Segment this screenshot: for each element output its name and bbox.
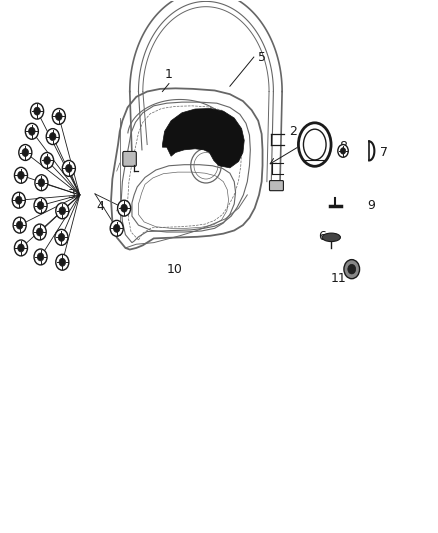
Circle shape xyxy=(344,260,360,279)
FancyBboxPatch shape xyxy=(269,181,283,191)
Circle shape xyxy=(56,203,69,219)
Text: 4: 4 xyxy=(96,200,104,213)
Circle shape xyxy=(113,224,120,232)
Text: 11: 11 xyxy=(331,272,346,285)
Circle shape xyxy=(49,133,56,141)
Circle shape xyxy=(22,149,28,157)
Circle shape xyxy=(110,220,123,236)
Text: 3: 3 xyxy=(67,189,74,201)
Text: 9: 9 xyxy=(367,199,375,212)
Circle shape xyxy=(56,254,69,270)
Circle shape xyxy=(46,128,59,144)
Circle shape xyxy=(18,171,24,179)
Circle shape xyxy=(19,144,32,160)
Text: 8: 8 xyxy=(339,140,347,152)
Polygon shape xyxy=(162,109,244,168)
Circle shape xyxy=(55,229,68,245)
Circle shape xyxy=(37,201,44,209)
Text: 7: 7 xyxy=(380,146,388,159)
Circle shape xyxy=(36,228,43,236)
Circle shape xyxy=(37,253,44,261)
Circle shape xyxy=(28,127,35,135)
Circle shape xyxy=(66,165,72,172)
Circle shape xyxy=(117,200,131,216)
Circle shape xyxy=(34,198,47,214)
Circle shape xyxy=(121,204,127,212)
Circle shape xyxy=(14,240,28,256)
Circle shape xyxy=(56,112,62,120)
Text: 10: 10 xyxy=(167,263,183,276)
Text: 5: 5 xyxy=(258,51,266,63)
Circle shape xyxy=(34,249,47,265)
Circle shape xyxy=(14,167,28,183)
Ellipse shape xyxy=(322,233,340,241)
Circle shape xyxy=(38,179,45,187)
FancyBboxPatch shape xyxy=(123,151,136,166)
Circle shape xyxy=(340,148,346,154)
Circle shape xyxy=(59,207,66,215)
Circle shape xyxy=(58,233,65,241)
Circle shape xyxy=(15,196,22,204)
Circle shape xyxy=(18,244,24,252)
Circle shape xyxy=(34,107,40,115)
Circle shape xyxy=(31,103,44,119)
Circle shape xyxy=(13,217,26,233)
Circle shape xyxy=(41,152,53,168)
Circle shape xyxy=(348,264,356,274)
Circle shape xyxy=(16,221,23,229)
Circle shape xyxy=(25,123,39,139)
Text: 2: 2 xyxy=(290,125,297,138)
Circle shape xyxy=(33,224,46,240)
Text: 6: 6 xyxy=(318,230,325,243)
Text: 1: 1 xyxy=(165,68,173,81)
Circle shape xyxy=(338,144,348,157)
Circle shape xyxy=(44,157,50,165)
Circle shape xyxy=(35,175,48,191)
Circle shape xyxy=(59,259,66,266)
Circle shape xyxy=(52,109,65,124)
Circle shape xyxy=(62,160,75,176)
Circle shape xyxy=(12,192,25,208)
